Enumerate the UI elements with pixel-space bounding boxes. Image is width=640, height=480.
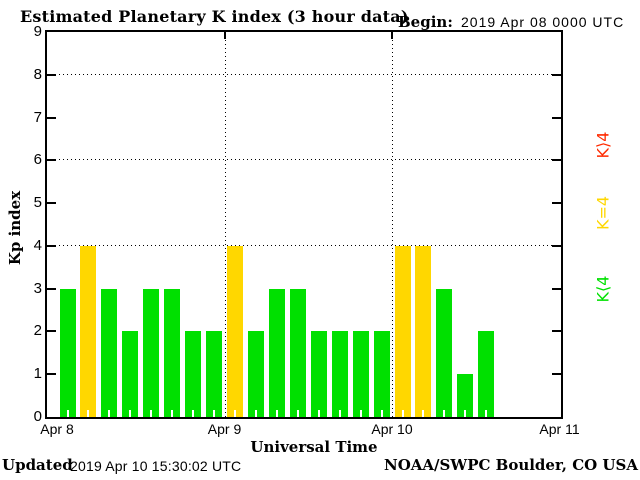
updated-label: Updated xyxy=(2,456,73,474)
y-tick-left xyxy=(47,116,56,119)
bar-base-tick xyxy=(213,410,216,417)
bar-base-tick xyxy=(380,410,383,417)
y-tick-label: 7 xyxy=(33,108,42,126)
y-tick-right xyxy=(552,244,561,247)
y-tick-left xyxy=(47,287,56,290)
bar-base-tick xyxy=(254,410,257,417)
y-tick-right xyxy=(552,330,561,333)
kp-bar xyxy=(394,245,411,417)
kp-bar xyxy=(59,288,76,417)
kp-bar xyxy=(122,331,139,417)
y-tick-label: 5 xyxy=(33,194,42,212)
y-tick-right xyxy=(552,159,561,162)
begin-label: Begin: xyxy=(398,13,453,31)
bar-base-tick xyxy=(464,410,467,417)
y-tick-right xyxy=(552,116,561,119)
bar-base-tick xyxy=(192,410,195,417)
y-tick-label: 0 xyxy=(33,408,42,425)
plot-area xyxy=(47,32,561,417)
y-tick-left xyxy=(47,202,56,205)
bar-base-tick xyxy=(275,410,278,417)
kp-bar xyxy=(457,374,474,417)
gridline-y6 xyxy=(47,159,561,161)
bar-base-tick xyxy=(66,410,69,417)
y-tick-right xyxy=(552,202,561,205)
y-tick-left xyxy=(47,159,56,162)
updated-value: 2019 Apr 10 15:30:02 UTC xyxy=(70,458,242,474)
bar-base-tick xyxy=(359,410,362,417)
kp-bar xyxy=(478,331,495,417)
x-tick-label: Apr 11 xyxy=(539,421,580,437)
bar-base-tick xyxy=(401,410,404,417)
day-boundary-line xyxy=(392,32,393,417)
kp-bar xyxy=(268,288,285,417)
kp-bar xyxy=(289,288,306,417)
bar-base-tick xyxy=(171,410,174,417)
plot-frame xyxy=(45,30,563,419)
bar-base-tick xyxy=(87,410,90,417)
y-tick-left xyxy=(47,330,56,333)
bar-base-tick xyxy=(422,410,425,417)
top-day-tick xyxy=(391,32,393,39)
bar-base-tick xyxy=(443,410,446,417)
legend-item: K⟩4 xyxy=(593,131,613,159)
kp-bar xyxy=(227,245,243,417)
x-tick-label: Apr 10 xyxy=(371,421,413,437)
begin-value: 2019 Apr 08 0000 UTC xyxy=(461,14,625,30)
bar-base-tick xyxy=(129,410,132,417)
kp-bar xyxy=(415,245,432,417)
bar-base-tick xyxy=(338,410,341,417)
kp-bar xyxy=(164,288,181,417)
y-tick-label: 8 xyxy=(33,65,42,83)
bar-base-tick xyxy=(317,410,320,417)
kp-bar xyxy=(143,288,160,417)
y-tick-label: 2 xyxy=(33,322,42,340)
kp-bar xyxy=(101,288,118,417)
kp-bar xyxy=(80,245,97,417)
chart-title: Estimated Planetary K index (3 hour data… xyxy=(20,7,409,26)
y-tick-right xyxy=(552,287,561,290)
y-tick-label: 4 xyxy=(33,236,42,254)
bar-base-tick xyxy=(296,410,299,417)
y-tick-label: 1 xyxy=(33,365,42,383)
bar-base-tick xyxy=(108,410,111,417)
legend-item: K=4 xyxy=(593,195,613,231)
kp-bar xyxy=(373,331,390,417)
gridline-y4 xyxy=(47,244,561,246)
bar-base-tick xyxy=(234,410,236,417)
kp-bar xyxy=(310,331,327,417)
kp-bar xyxy=(436,288,453,417)
kp-bar xyxy=(206,331,223,417)
bar-base-tick xyxy=(485,410,488,417)
kp-bar xyxy=(185,331,202,417)
source-credit: NOAA/SWPC Boulder, CO USA xyxy=(383,456,638,474)
bar-base-tick xyxy=(150,410,153,417)
y-tick-label: 6 xyxy=(33,151,42,169)
day-boundary-line xyxy=(224,32,226,417)
x-tick-label: Apr 9 xyxy=(207,421,242,437)
x-tick-label: Apr 8 xyxy=(40,421,74,437)
gridline-y8 xyxy=(47,73,561,75)
top-day-tick xyxy=(223,32,226,39)
legend-item: K⟨4 xyxy=(593,275,613,303)
y-tick-right xyxy=(552,73,561,76)
y-tick-right xyxy=(552,373,561,376)
y-tick-label: 9 xyxy=(33,23,42,40)
kp-bar xyxy=(247,331,264,417)
y-tick-left xyxy=(47,244,56,247)
y-tick-left xyxy=(47,73,56,76)
y-tick-label: 3 xyxy=(33,279,42,297)
kp-bar xyxy=(352,331,369,417)
y-tick-left xyxy=(47,373,56,376)
x-axis-label: Universal Time xyxy=(250,438,378,456)
kp-bar xyxy=(331,331,348,417)
